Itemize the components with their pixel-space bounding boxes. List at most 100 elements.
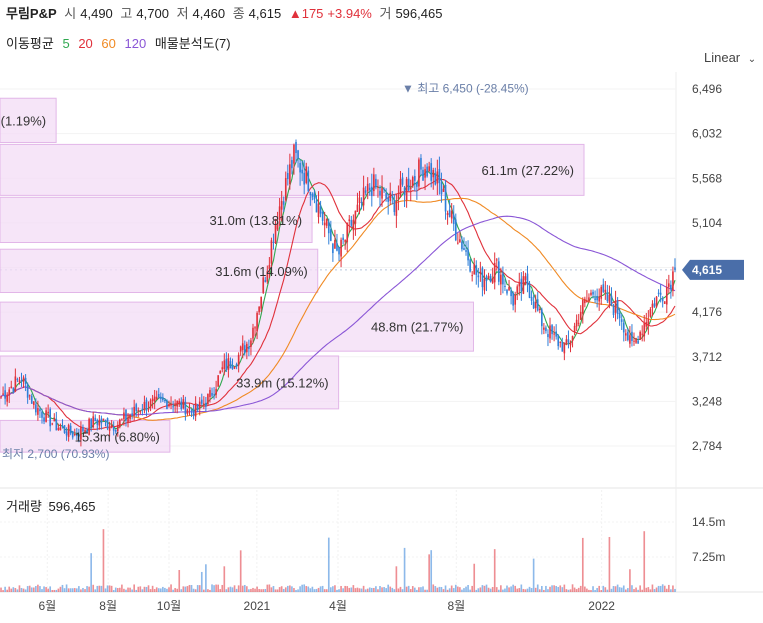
volume-bar — [485, 584, 488, 592]
volume-bar — [75, 588, 78, 592]
candlesticks[interactable] — [0, 139, 676, 447]
volume-bar — [598, 585, 601, 592]
candle-body — [262, 277, 265, 293]
candle-body — [137, 409, 140, 411]
volume-bar — [401, 589, 404, 592]
volume-bar — [41, 589, 43, 592]
volume-bar — [655, 587, 658, 592]
volume-bar — [182, 586, 185, 592]
volume-bar — [481, 585, 484, 592]
min-price-marker: 최저 2,700 (70.93%) — [2, 447, 109, 461]
scale-toggle[interactable]: Linear ⌄ — [704, 50, 756, 65]
volume-bar — [229, 586, 232, 592]
volume-bar — [639, 585, 641, 592]
volume-bar — [51, 589, 54, 592]
candle-body — [616, 300, 619, 315]
volume-bar — [399, 586, 402, 592]
volume-profile-bar — [0, 301, 474, 352]
candle-body — [133, 406, 135, 416]
volume-bar — [157, 588, 160, 592]
candle-body — [452, 214, 455, 225]
candle-body — [471, 275, 473, 277]
candle-body — [45, 410, 47, 422]
volume-bar — [559, 585, 562, 592]
volume-bar — [360, 588, 363, 592]
volume-bar — [350, 587, 353, 592]
volume-profile-label: 48.8m (21.77%) — [371, 320, 464, 335]
moving-average-legend[interactable]: 이동평균 5 20 60 120 매물분석도(7) — [6, 33, 236, 52]
volume-bar — [668, 584, 670, 592]
volume-bar — [219, 589, 222, 592]
volume-bar — [495, 587, 498, 592]
candle-body — [571, 335, 574, 341]
candle-body — [432, 170, 435, 178]
volume-bar — [461, 589, 463, 592]
candle-body — [559, 341, 562, 343]
volume-bar — [313, 589, 316, 592]
volume-bar — [573, 587, 576, 592]
candle-body — [121, 418, 123, 420]
volume-bar — [430, 550, 433, 592]
candle-body — [438, 169, 441, 184]
volume-bar — [297, 589, 299, 592]
candle-body — [315, 200, 318, 213]
volume-bar — [147, 585, 150, 592]
volume-bar — [221, 584, 224, 592]
volume-bar — [641, 589, 644, 592]
volume-bar — [508, 587, 510, 592]
volume-bar — [129, 587, 131, 592]
candle-body — [395, 201, 398, 216]
volume-bar — [610, 588, 613, 592]
candle-body — [256, 312, 258, 332]
candle-body — [358, 197, 361, 204]
volume-bar — [0, 587, 2, 592]
candle-body — [514, 294, 517, 305]
candle-body — [502, 273, 504, 285]
candle-body — [391, 196, 394, 198]
candle-body — [63, 425, 66, 433]
volume-bar — [452, 588, 455, 592]
candle-body — [465, 250, 467, 252]
candle-body — [450, 211, 453, 219]
volume-bar — [37, 584, 39, 592]
volume-bars[interactable] — [0, 529, 676, 592]
candle-body — [475, 265, 478, 275]
candle-body — [317, 203, 320, 218]
candle-body — [594, 298, 596, 301]
volume-bar — [266, 584, 269, 592]
volume-bar — [649, 589, 652, 592]
volume-profile-bar — [0, 97, 57, 143]
volume-bar — [577, 587, 580, 592]
volume-bar — [82, 587, 84, 592]
volume-bar — [260, 589, 263, 592]
candle-body — [567, 339, 570, 343]
candle-body — [348, 219, 351, 221]
volume-bar — [500, 585, 502, 592]
volume-bar — [137, 586, 140, 592]
volume-bar — [104, 588, 107, 592]
candle-body — [368, 187, 371, 191]
candle-body — [622, 322, 625, 333]
volume-bar — [504, 588, 506, 592]
volume-bar — [524, 589, 527, 592]
volume-bar — [487, 587, 490, 592]
candle-body — [399, 179, 402, 196]
volume-bar — [538, 589, 541, 592]
candle-body — [590, 292, 592, 295]
candle-body — [114, 430, 117, 432]
candle-body — [147, 408, 150, 410]
candle-body — [627, 331, 629, 341]
volume-bar — [526, 588, 529, 592]
candle-body — [500, 274, 502, 285]
volume-bar — [637, 589, 639, 592]
candle-body — [489, 276, 492, 282]
volume-bar — [450, 585, 453, 592]
candle-body — [231, 365, 234, 370]
volume-bar — [205, 564, 207, 592]
candle-body — [207, 393, 209, 405]
candle-body — [61, 426, 64, 428]
candle-body — [6, 394, 8, 402]
volume-bar — [432, 584, 435, 592]
volume-profile-label[interactable]: 매물분석도(7) — [154, 36, 231, 51]
